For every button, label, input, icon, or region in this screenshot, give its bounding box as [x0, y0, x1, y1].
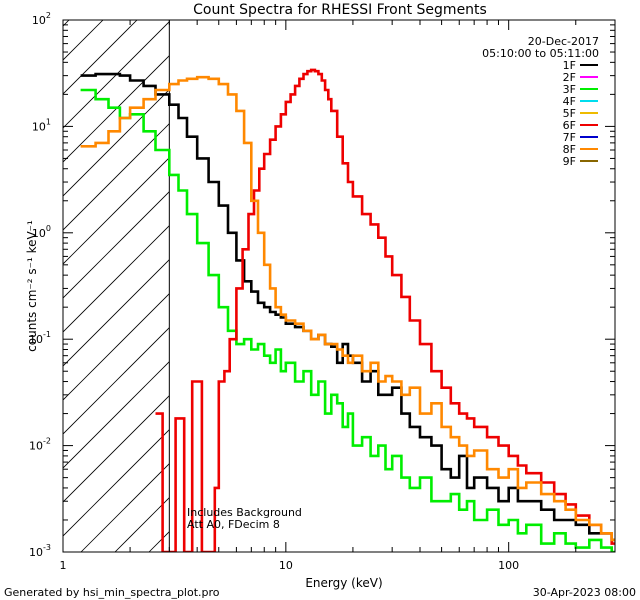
legend-label-4F: 4F: [563, 95, 576, 108]
time-range-label: 05:10:00 to 05:11:00: [482, 47, 599, 60]
hatch-line: [63, 225, 170, 333]
date-label: 20-Dec-2017: [528, 35, 599, 48]
hatch-line: [63, 191, 170, 299]
series-line-3F: [80, 88, 615, 552]
hatch-line: [217, 0, 640, 552]
annotation-attenuator: Att A0, FDecim 8: [187, 518, 280, 531]
series-line-1F: [80, 72, 615, 542]
x-tick-label: 10: [279, 559, 293, 572]
hatch-line: [63, 157, 170, 265]
footer-generated-by: Generated by hsi_min_spectra_plot.pro: [4, 586, 220, 599]
hatch-line: [63, 259, 170, 367]
y-tick-label: 10-2: [29, 437, 51, 453]
attenuator-hatch: [63, 0, 640, 552]
series-line-6F: [155, 68, 615, 552]
hatch-line: [63, 20, 70, 27]
hatch-line: [114, 497, 170, 552]
legend-label-8F: 8F: [563, 143, 576, 156]
series-group: [80, 68, 615, 552]
legend-label-5F: 5F: [563, 107, 576, 120]
hatch-line: [63, 123, 170, 231]
hatch-line: [63, 55, 170, 163]
hatch-line: [63, 429, 170, 537]
y-tick-label: 10-3: [29, 543, 51, 559]
hatch-line: [63, 20, 138, 95]
plot-frame: [62, 19, 616, 553]
hatch-line: [63, 395, 170, 503]
footer-timestamp: 30-Apr-2023 08:00: [533, 586, 636, 599]
x-tick-label: 100: [498, 559, 519, 572]
chart-title: Count Spectra for RHESSI Front Segments: [193, 2, 487, 18]
x-axis-label: Energy (keV): [305, 576, 382, 590]
y-axis-label: counts cm⁻² s⁻¹ keV⁻¹: [25, 220, 39, 352]
legend-label-7F: 7F: [563, 131, 576, 144]
legend-label-9F: 9F: [563, 155, 576, 168]
series-line-8F: [80, 75, 615, 542]
legend-label-2F: 2F: [563, 71, 576, 84]
hatch-line: [63, 327, 170, 435]
y-tick-label: 102: [32, 11, 51, 27]
hatch-line: [63, 21, 170, 129]
legend-label-6F: 6F: [563, 119, 576, 132]
y-tick-label: 101: [32, 117, 51, 133]
hatch-line: [63, 361, 170, 469]
legend-label-1F: 1F: [563, 59, 576, 72]
x-tick-label: 1: [60, 559, 67, 572]
hatch-line: [80, 463, 170, 552]
legend-label-3F: 3F: [563, 83, 576, 96]
annotation-background: Includes Background: [187, 506, 302, 519]
